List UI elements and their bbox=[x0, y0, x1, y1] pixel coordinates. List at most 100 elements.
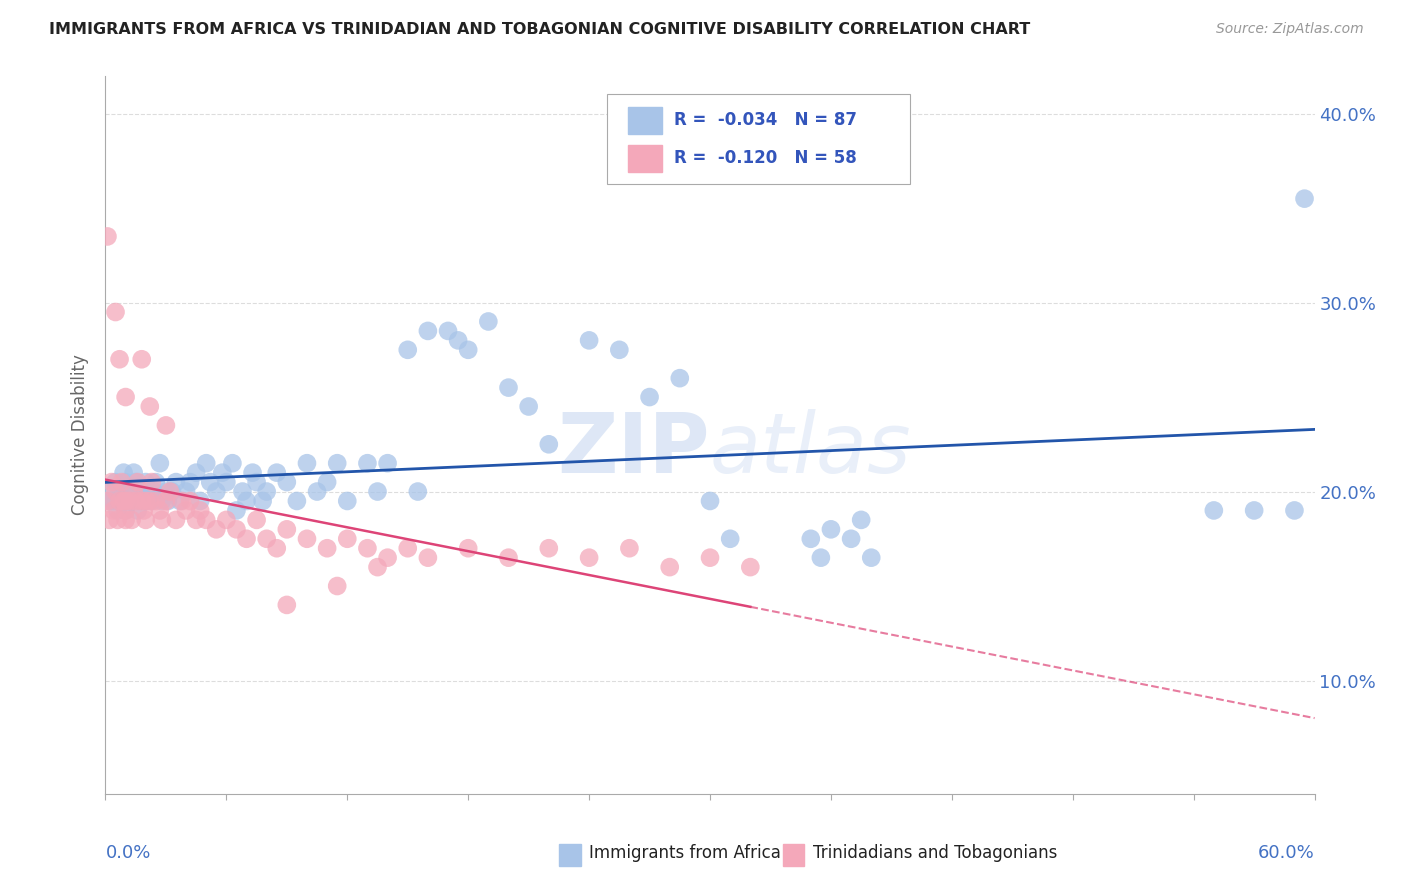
Point bbox=[669, 371, 692, 385]
Point bbox=[416, 550, 439, 565]
Point bbox=[1284, 503, 1306, 517]
Text: atlas: atlas bbox=[710, 409, 911, 490]
Point bbox=[537, 437, 560, 451]
Point bbox=[131, 352, 153, 367]
Point bbox=[121, 494, 143, 508]
Point bbox=[246, 475, 269, 489]
Point bbox=[135, 494, 157, 508]
Point bbox=[188, 494, 211, 508]
Point bbox=[195, 513, 218, 527]
Point bbox=[121, 513, 143, 527]
Point bbox=[498, 550, 520, 565]
Point bbox=[114, 503, 136, 517]
Point bbox=[366, 484, 388, 499]
Point bbox=[150, 513, 173, 527]
Point bbox=[718, 532, 741, 546]
Point bbox=[118, 484, 141, 499]
Point bbox=[186, 466, 208, 480]
Point bbox=[800, 532, 823, 546]
Point bbox=[221, 456, 243, 470]
Point bbox=[235, 532, 257, 546]
Point bbox=[276, 598, 298, 612]
Point bbox=[149, 456, 172, 470]
Point bbox=[135, 484, 157, 499]
Point bbox=[141, 494, 163, 508]
Point bbox=[307, 484, 329, 499]
Point bbox=[104, 484, 127, 499]
Point bbox=[188, 503, 211, 517]
Text: R =  -0.034   N = 87: R = -0.034 N = 87 bbox=[673, 112, 856, 129]
Point bbox=[1243, 503, 1265, 517]
Bar bbox=[628, 145, 662, 172]
Point bbox=[174, 484, 197, 499]
Point bbox=[122, 484, 145, 499]
Point bbox=[215, 475, 238, 489]
Point bbox=[150, 494, 173, 508]
Bar bbox=[783, 844, 804, 865]
Point bbox=[498, 381, 520, 395]
Point bbox=[336, 532, 359, 546]
Point bbox=[225, 522, 247, 536]
Point bbox=[145, 475, 167, 489]
Point bbox=[112, 466, 135, 480]
FancyBboxPatch shape bbox=[607, 94, 910, 184]
Point bbox=[174, 503, 197, 517]
Point bbox=[132, 503, 155, 517]
Point bbox=[356, 541, 378, 556]
Point bbox=[377, 456, 399, 470]
Point bbox=[225, 503, 247, 517]
Point bbox=[156, 494, 179, 508]
Point bbox=[96, 494, 118, 508]
Point bbox=[256, 484, 278, 499]
Point bbox=[108, 352, 131, 367]
Point bbox=[205, 484, 228, 499]
Point bbox=[114, 513, 136, 527]
Point bbox=[242, 466, 264, 480]
Point bbox=[285, 494, 308, 508]
Point bbox=[295, 532, 318, 546]
Point bbox=[619, 541, 641, 556]
Text: 0.0%: 0.0% bbox=[105, 844, 150, 863]
Point bbox=[396, 343, 419, 357]
Text: Immigrants from Africa: Immigrants from Africa bbox=[589, 844, 780, 862]
Point bbox=[160, 484, 183, 499]
Point bbox=[252, 494, 274, 508]
Point bbox=[149, 503, 172, 517]
Point bbox=[316, 541, 339, 556]
Text: 60.0%: 60.0% bbox=[1258, 844, 1315, 863]
Point bbox=[810, 550, 832, 565]
Point bbox=[127, 475, 149, 489]
Point bbox=[131, 494, 153, 508]
Point bbox=[235, 494, 257, 508]
Point bbox=[142, 484, 165, 499]
Point bbox=[135, 513, 157, 527]
Point bbox=[108, 494, 131, 508]
Point bbox=[96, 229, 118, 244]
Point bbox=[326, 456, 349, 470]
Point bbox=[103, 503, 125, 517]
Point bbox=[159, 484, 181, 499]
Point bbox=[98, 494, 121, 508]
Point bbox=[860, 550, 883, 565]
Point bbox=[114, 494, 136, 508]
Point bbox=[110, 475, 132, 489]
Text: R =  -0.120   N = 58: R = -0.120 N = 58 bbox=[673, 149, 856, 168]
Point bbox=[276, 475, 298, 489]
Point bbox=[211, 466, 233, 480]
Point bbox=[740, 560, 762, 574]
Point bbox=[155, 418, 177, 433]
Point bbox=[316, 475, 339, 489]
Text: ZIP: ZIP bbox=[558, 409, 710, 490]
Point bbox=[200, 475, 222, 489]
Point bbox=[122, 466, 145, 480]
Point bbox=[127, 503, 149, 517]
Point bbox=[295, 456, 318, 470]
Text: IMMIGRANTS FROM AFRICA VS TRINIDADIAN AND TOBAGONIAN COGNITIVE DISABILITY CORREL: IMMIGRANTS FROM AFRICA VS TRINIDADIAN AN… bbox=[49, 22, 1031, 37]
Point bbox=[170, 494, 193, 508]
Point bbox=[447, 334, 470, 348]
Y-axis label: Cognitive Disability: Cognitive Disability bbox=[72, 354, 90, 516]
Point bbox=[256, 532, 278, 546]
Point bbox=[517, 400, 540, 414]
Point bbox=[108, 484, 131, 499]
Point bbox=[377, 550, 399, 565]
